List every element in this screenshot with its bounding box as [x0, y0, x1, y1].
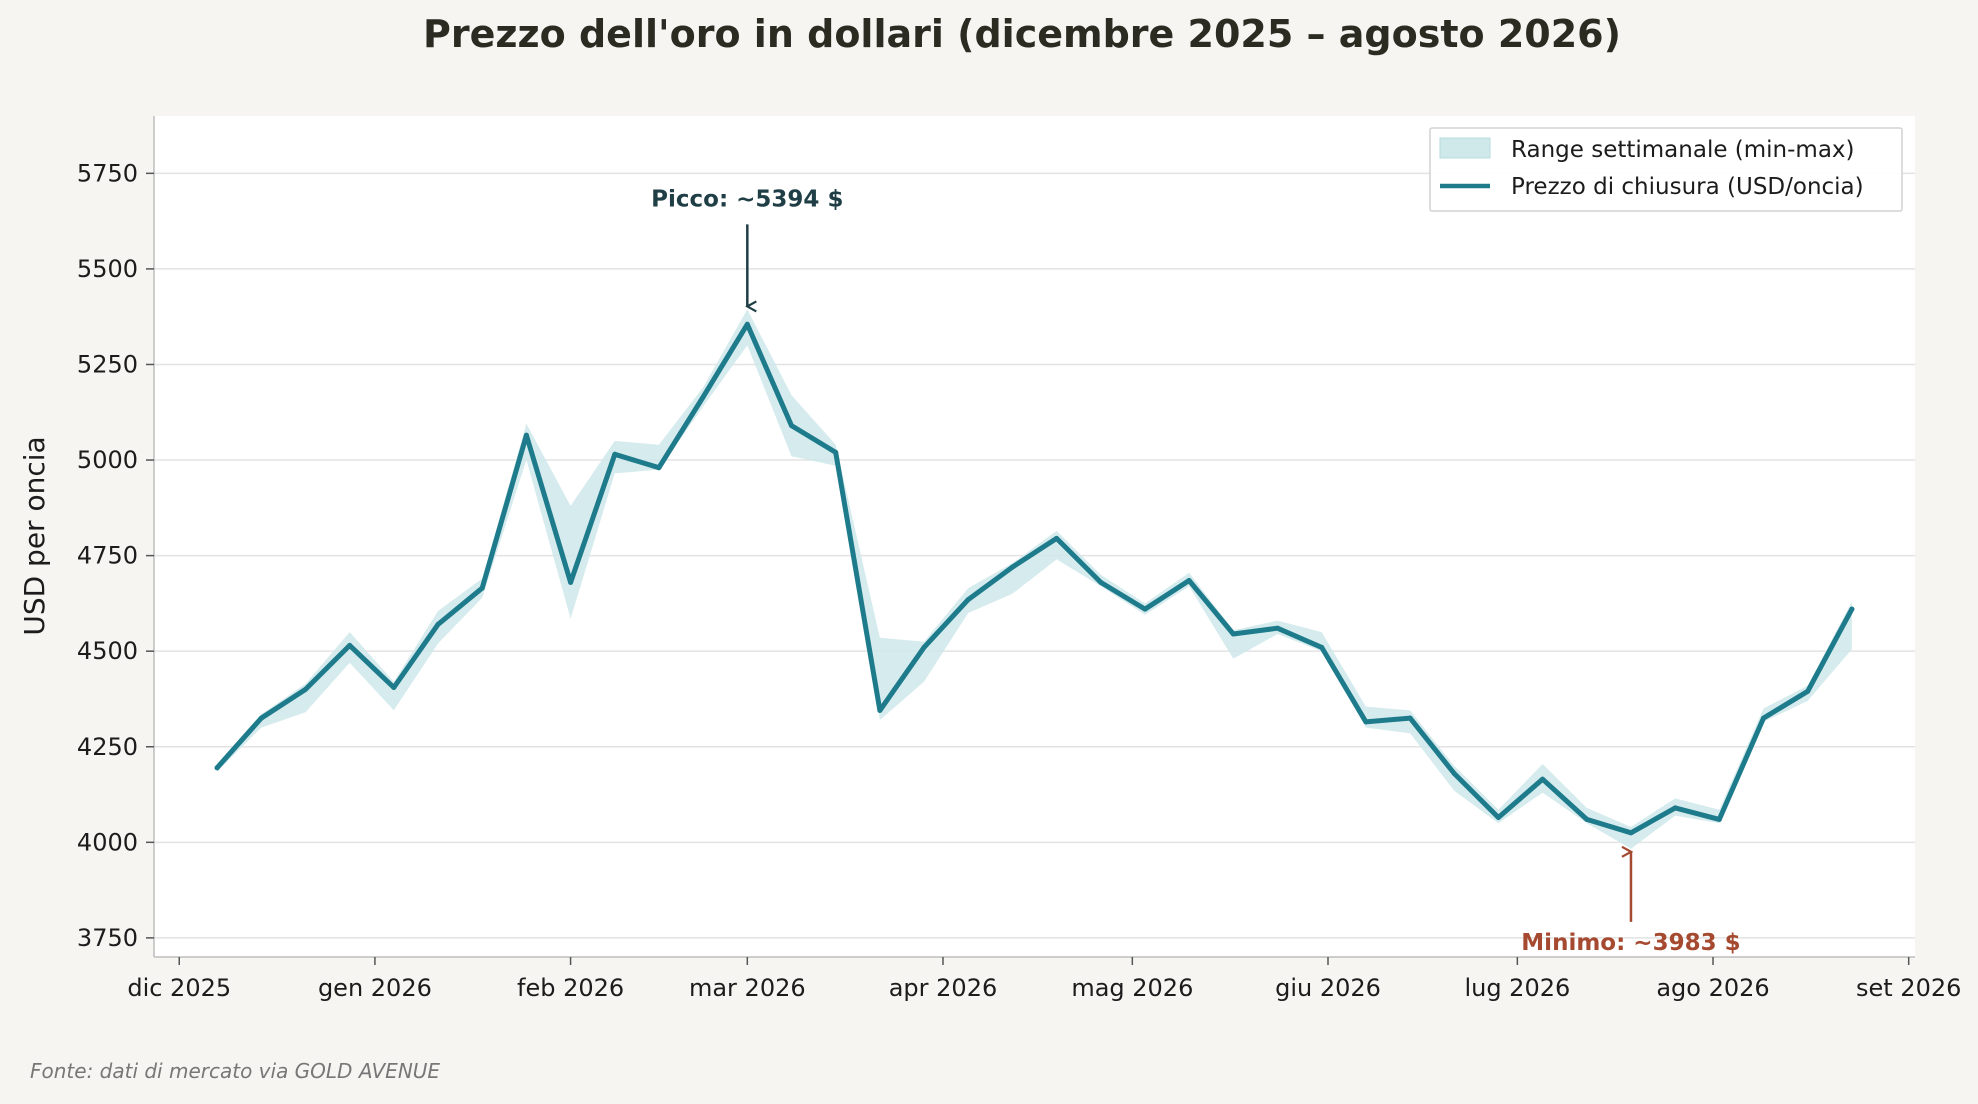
closing-price-point: [1319, 644, 1325, 650]
x-tick-label: mar 2026: [689, 974, 806, 1002]
closing-price-series: [214, 321, 1855, 836]
closing-price-point: [1451, 771, 1457, 776]
y-tick-label: 5250: [77, 350, 138, 378]
closing-price-point: [1540, 776, 1546, 782]
closing-price-point: [612, 451, 618, 457]
closing-price-point: [391, 685, 397, 690]
closing-price-point: [523, 432, 529, 438]
closing-price-point: [1495, 815, 1501, 820]
x-tick-label: apr 2026: [889, 974, 998, 1002]
closing-price-point: [1849, 606, 1855, 612]
closing-price-point: [1230, 631, 1236, 637]
closing-price-point: [1098, 579, 1104, 585]
x-axis-ticks: dic 2025 gen 2026 feb 2026 mar 2026 apr 2026…: [127, 957, 1961, 1002]
y-tick-label: 5750: [77, 159, 138, 187]
closing-price-point: [1584, 816, 1590, 822]
closing-price-point: [1275, 625, 1280, 631]
source-note: Fonte: dati di mercato via GOLD AVENUE: [30, 1059, 440, 1083]
low-label: Minimo: ~3983 $: [1521, 930, 1740, 956]
closing-price-point: [744, 321, 750, 327]
closing-price-point: [1186, 578, 1192, 583]
closing-price-point: [1363, 719, 1369, 725]
closing-price-point: [1054, 535, 1060, 541]
x-tick-label: feb 2026: [517, 974, 624, 1002]
legend-label-range: Range settimanale (min-max): [1511, 137, 1855, 163]
closing-price-line: [214, 321, 1855, 836]
closing-price-point: [656, 465, 662, 471]
closing-price-point: [1407, 715, 1413, 721]
plot-area: [154, 116, 1915, 957]
closing-price-point: [1628, 830, 1634, 836]
weekly-range-band: [217, 309, 1852, 849]
legend-label-close: Prezzo di chiusura (USD/oncia): [1511, 174, 1864, 200]
closing-price-point: [1805, 688, 1811, 694]
closing-price-point: [479, 585, 485, 591]
x-tick-label: set 2026: [1856, 974, 1961, 1002]
chart-title: Prezzo dell'oro in dollari (dicembre 202…: [423, 12, 1621, 56]
x-tick-label: giu 2026: [1275, 974, 1381, 1002]
closing-price-point: [789, 423, 794, 429]
closing-price-point: [833, 449, 839, 455]
x-tick-label: ago 2026: [1656, 974, 1769, 1002]
y-tick-label: 4500: [77, 637, 138, 665]
closing-price-point: [435, 621, 441, 627]
closing-price-point: [347, 642, 353, 648]
closing-price-point: [1142, 606, 1148, 612]
closing-price-point: [1761, 715, 1766, 721]
closing-price-point: [965, 597, 971, 603]
closing-price-point: [1716, 816, 1722, 822]
closing-price-point: [258, 715, 264, 721]
legend-band-swatch: [1439, 137, 1491, 159]
closing-price-point: [700, 394, 706, 400]
peak-label: Picco: ~5394 $: [651, 186, 843, 212]
y-tick-label: 5500: [77, 255, 138, 283]
x-tick-label: lug 2026: [1464, 974, 1570, 1002]
range-band-area: [217, 309, 1852, 849]
closing-price-point: [1009, 564, 1015, 570]
y-tick-label: 4000: [77, 828, 138, 856]
closing-price-point: [1672, 805, 1678, 811]
y-tick-label: 4750: [77, 542, 138, 570]
legend-box: [1429, 127, 1903, 212]
closing-price-point: [568, 579, 574, 585]
legend: Range settimanale (min-max) Prezzo di ch…: [1429, 127, 1903, 212]
x-tick-label: dic 2025: [127, 974, 231, 1002]
closing-price-point: [921, 644, 927, 650]
y-tick-label: 5000: [77, 446, 138, 474]
y-axis-ticks: 3750 4000 4250 4500 4750 5000 5250 5500 5750: [77, 159, 154, 952]
closing-price-point: [877, 707, 883, 713]
x-tick-label: gen 2026: [318, 974, 432, 1002]
grid-lines: [154, 172, 1915, 939]
closing-price-point: [303, 686, 308, 692]
y-axis-label: USD per oncia: [18, 436, 51, 635]
annotations: Picco: ~5394 $ Minimo: ~3983 $: [651, 186, 1740, 955]
y-tick-label: 4250: [77, 733, 138, 761]
closing-price-point: [214, 765, 220, 771]
y-tick-label: 3750: [77, 924, 138, 952]
x-tick-label: mag 2026: [1071, 974, 1193, 1002]
